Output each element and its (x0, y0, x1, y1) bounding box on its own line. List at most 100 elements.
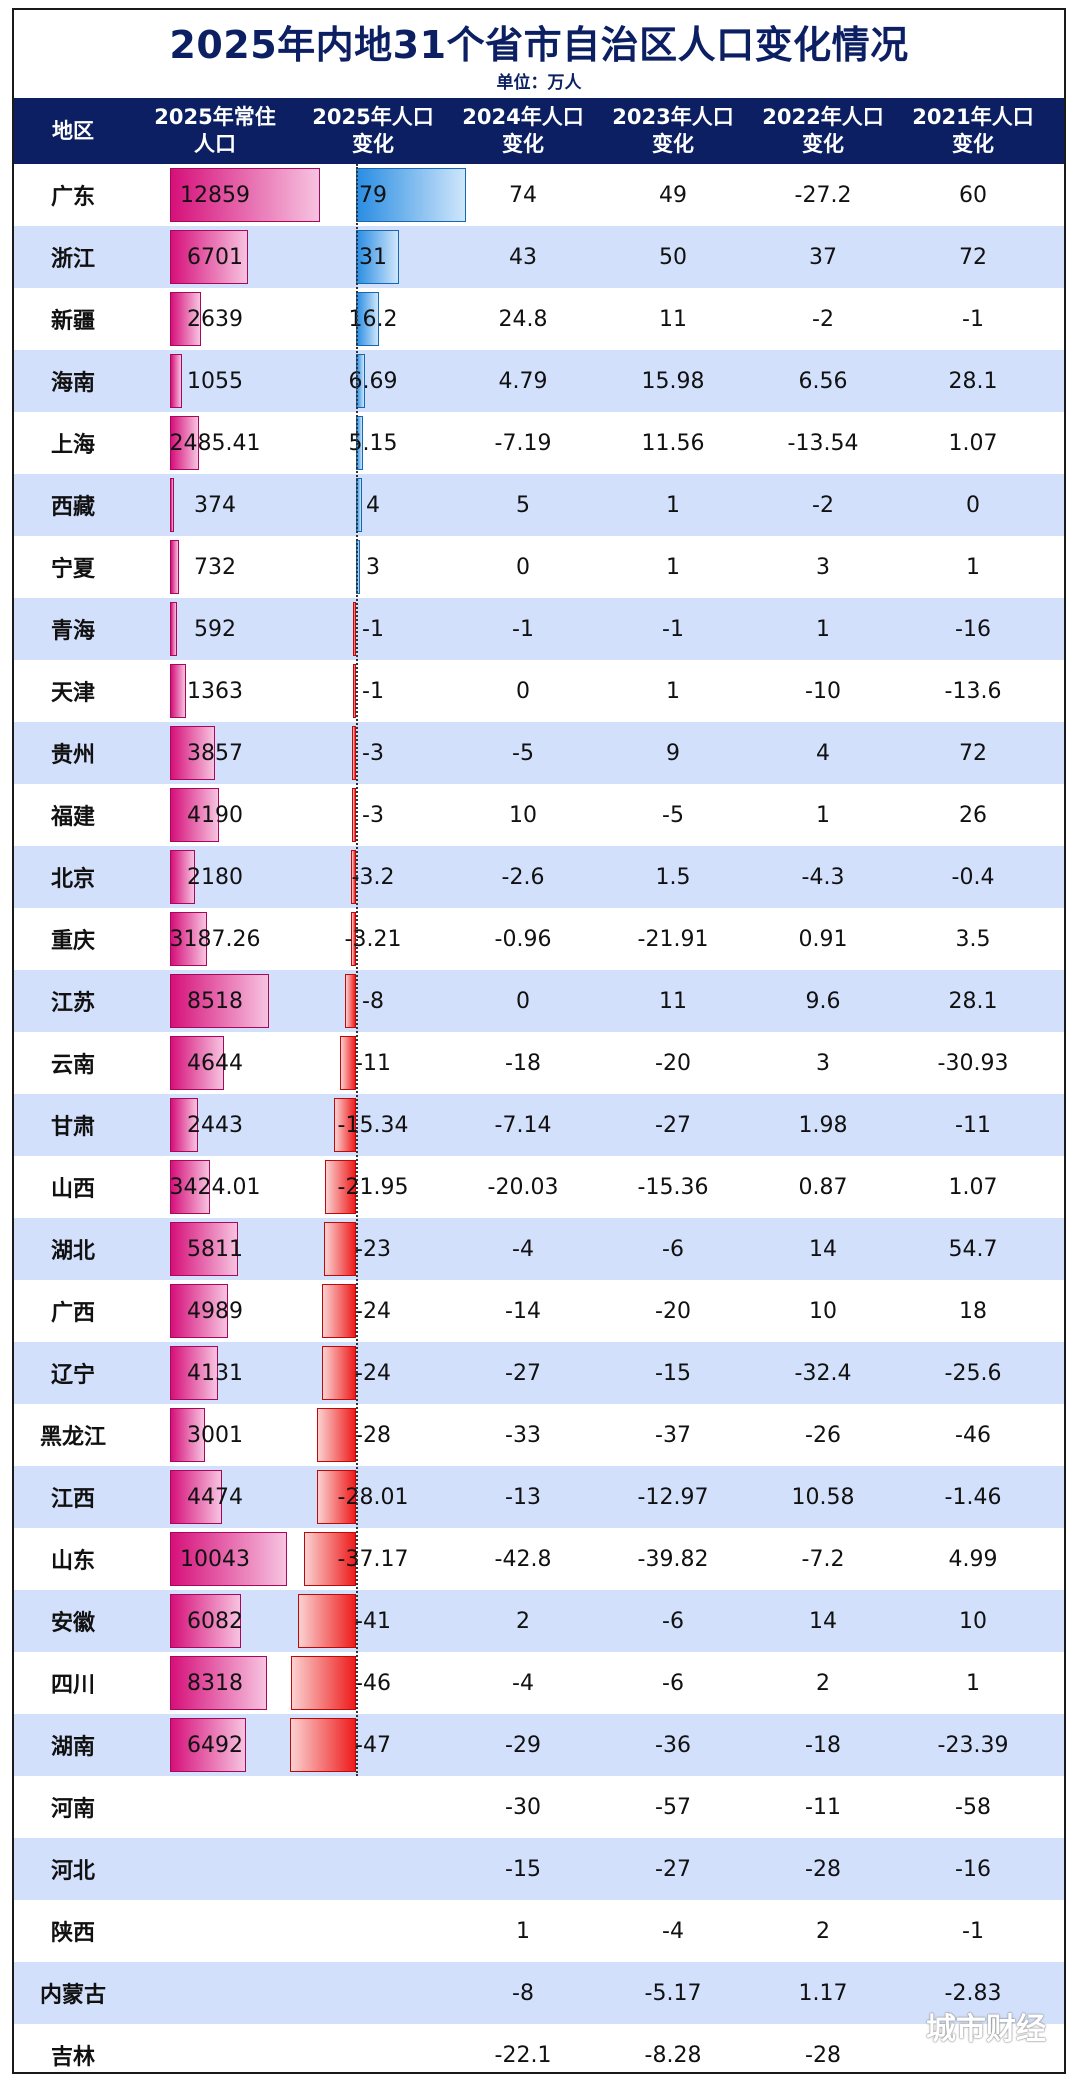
change-bar-negative (316, 1408, 356, 1462)
change-2023-value: -20 (655, 1298, 691, 1324)
change-2024-value: -4 (512, 1670, 534, 1696)
change-2021-value: 72 (959, 740, 987, 766)
change-bar-negative (303, 1532, 356, 1586)
region-name: 江苏 (50, 991, 95, 1016)
table-row: 浙江 6701 31 43 50 37 72 (14, 226, 1064, 288)
change-2022-value: -13.54 (787, 430, 859, 456)
table-row: 甘肃 2443 -15.34 -7.14 -27 1.98 -11 (14, 1094, 1064, 1156)
change-2021-value: 28.1 (948, 368, 998, 394)
population-bar (170, 416, 199, 470)
population-bar (170, 664, 186, 718)
population-bar (170, 540, 179, 594)
table-row: 宁夏 732 3 0 1 3 1 (14, 536, 1064, 598)
change-2022-value: -7.2 (801, 1546, 845, 1572)
region-name: 安徽 (50, 1611, 95, 1636)
change-bar-negative (351, 912, 356, 966)
population-value: 2639 (187, 306, 243, 332)
region-name: 吉林 (50, 2045, 95, 2070)
header-change-2023: 2023年人口 变化 (598, 98, 748, 164)
header-change-2022: 2022年人口 变化 (748, 98, 898, 164)
chart-frame: 2025年内地31个省市自治区人口变化情况 单位：万人 地区 2025年常住 人口 2… (12, 8, 1066, 2074)
change-2021-value: 72 (959, 244, 987, 270)
population-bar (170, 1098, 199, 1152)
region-name: 辽宁 (50, 1363, 95, 1388)
population-value: 3857 (187, 740, 243, 766)
change-2025-value: 5.15 (348, 430, 398, 456)
change-2024-value: -33 (505, 1422, 541, 1448)
change-2025-value: -47 (355, 1732, 391, 1758)
change-2022-value: 0.91 (798, 926, 848, 952)
change-2021-value: -23.39 (937, 1732, 1009, 1758)
change-2024-value: 43 (509, 244, 537, 270)
change-2023-value: -36 (655, 1732, 691, 1758)
change-2024-value: -4 (512, 1236, 534, 1262)
change-2024-value: -20.03 (487, 1174, 559, 1200)
population-value: 4474 (187, 1484, 243, 1510)
change-bar-negative (322, 1346, 356, 1400)
population-bar (170, 168, 320, 222)
change-2023-value: -1 (662, 616, 684, 642)
change-2023-value: -6 (662, 1608, 684, 1634)
region-name: 云南 (50, 1053, 95, 1078)
change-2023-value: 50 (659, 244, 687, 270)
change-2025-value: 3 (366, 554, 380, 580)
change-2022-value: 0.87 (798, 1174, 848, 1200)
table-row: 海南 1055 6.69 4.79 15.98 6.56 28.1 (14, 350, 1064, 412)
change-2024-value: 24.8 (498, 306, 548, 332)
region-name: 宁夏 (50, 557, 95, 582)
population-bar (170, 1036, 225, 1090)
change-2025-value (298, 1900, 448, 1962)
population-value: 8318 (187, 1670, 243, 1696)
region-name: 内蒙古 (39, 1983, 106, 2008)
change-2022-value: 37 (809, 244, 837, 270)
change-2021-value: 1.07 (948, 430, 998, 456)
change-2022-value: -26 (805, 1422, 841, 1448)
change-2023-value: 1.5 (655, 864, 691, 890)
change-2023-value: -5 (662, 802, 684, 828)
change-2024-value: -7.14 (494, 1112, 552, 1138)
population-value (132, 1838, 298, 1900)
region-name: 陕西 (50, 1921, 95, 1946)
population-value: 3424.01 (169, 1174, 261, 1200)
change-2021-value: -16 (955, 1856, 991, 1882)
table-row: 青海 592 -1 -1 -1 1 -16 (14, 598, 1064, 660)
change-2023-value: -5.17 (644, 1980, 702, 2006)
change-2024-value: -30 (505, 1794, 541, 1820)
table-row: 福建 4190 -3 10 -5 1 26 (14, 784, 1064, 846)
change-2024-value: 0 (516, 988, 530, 1014)
change-2021-value: -30.93 (937, 1050, 1009, 1076)
header-text-line: 2025年常住 (154, 105, 276, 129)
chart-title: 2025年内地31个省市自治区人口变化情况 (169, 23, 909, 67)
change-2025-value: -37.17 (337, 1546, 409, 1572)
change-2025-value: -3.2 (351, 864, 395, 890)
table-row: 辽宁 4131 -24 -27 -15 -32.4 -25.6 (14, 1342, 1064, 1404)
population-bar (170, 1346, 219, 1400)
table-row: 云南 4644 -11 -18 -20 3 -30.93 (14, 1032, 1064, 1094)
change-2023-value: 11.56 (641, 430, 705, 456)
header-text-line: 2021年人口 (912, 105, 1034, 129)
region-name: 新疆 (50, 309, 95, 334)
header-change-2021: 2021年人口 变化 (898, 98, 1048, 164)
population-bar (170, 1408, 205, 1462)
population-value: 732 (194, 554, 236, 580)
change-2021-value: 3.5 (955, 926, 991, 952)
population-bar (170, 912, 208, 966)
population-bar (170, 788, 219, 842)
table-row: 广东 12859 79 74 49 -27.2 60 (14, 164, 1064, 226)
population-bar (170, 478, 175, 532)
change-2021-value: 54.7 (948, 1236, 998, 1262)
change-2022-value: -32.4 (794, 1360, 852, 1386)
table-row: 西藏 374 4 5 1 -2 0 (14, 474, 1064, 536)
change-2023-value: -27 (655, 1112, 691, 1138)
region-name: 四川 (50, 1673, 95, 1698)
change-2021-value: -58 (955, 1794, 991, 1820)
header-text-line: 2022年人口 (762, 105, 884, 129)
change-2024-value: -14 (505, 1298, 541, 1324)
change-2021-value: -13.6 (944, 678, 1002, 704)
change-2021-value: 0 (966, 492, 980, 518)
change-2023-value: -15 (655, 1360, 691, 1386)
watermark: 城市财经 (926, 2012, 1046, 2047)
change-2023-value: -6 (662, 1236, 684, 1262)
population-value: 6082 (187, 1608, 243, 1634)
region-name: 河北 (50, 1859, 95, 1884)
